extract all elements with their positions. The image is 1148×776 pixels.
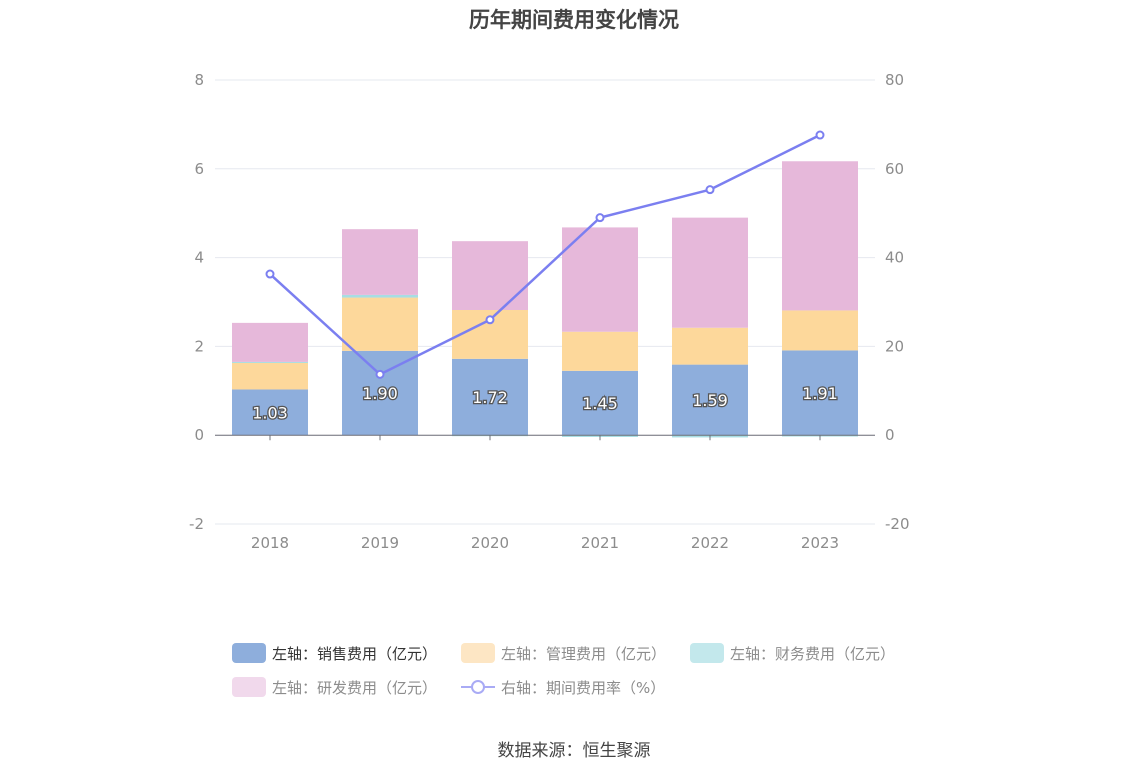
bar-data-label: 1.91: [802, 384, 838, 403]
bar-2018: [232, 322, 308, 362]
x-tick-label: 2020: [471, 534, 509, 552]
legend-label-finance: 左轴：财务费用（亿元）: [730, 644, 896, 663]
bar-data-label: 1.45: [582, 394, 618, 413]
bar-2023: [782, 161, 858, 311]
expense-rate-point: [265, 269, 275, 279]
legend-swatch-sales: [232, 643, 266, 663]
legend-item-rnd[interactable]: 左轴：研发费用（亿元）: [232, 677, 437, 698]
bar-data-label: 1.59: [692, 391, 728, 410]
legend-item-sales[interactable]: 左轴：销售费用（亿元）: [232, 643, 437, 664]
y-left-tick-label: 4: [194, 249, 204, 267]
x-tick-label: 2021: [581, 534, 619, 552]
y-right-tick-label: 60: [885, 160, 904, 178]
legend-label-admin: 左轴：管理费用（亿元）: [501, 644, 667, 663]
bar-2022: [672, 217, 748, 328]
x-tick-label: 2023: [801, 534, 839, 552]
y-left-tick-label: 8: [194, 71, 204, 89]
legend-item-expense-rate[interactable]: 右轴：期间费用率（%）: [461, 677, 665, 698]
bar-data-label: 1.03: [252, 403, 288, 422]
expense-rate-point: [595, 213, 605, 223]
bar-2019: [342, 294, 418, 298]
legend-item-finance[interactable]: 左轴：财务费用（亿元）: [690, 643, 895, 664]
bar-2023: [782, 310, 858, 351]
data-source-note: 数据来源：恒生聚源: [497, 741, 651, 761]
chart-legend: 左轴：销售费用（亿元） 左轴：管理费用（亿元） 左轴：财务费用（亿元） 左轴：研…: [232, 636, 952, 704]
chart-title: 历年期间费用变化情况: [469, 8, 679, 32]
bar-2022: [672, 327, 748, 365]
bar-2023: [782, 350, 858, 436]
legend-label-rnd: 左轴：研发费用（亿元）: [272, 678, 438, 697]
legend-label-expense-rate: 右轴：期间费用率（%）: [501, 678, 666, 697]
bar-2022: [672, 364, 748, 436]
y-left-tick-label: 0: [194, 426, 204, 444]
y-left-tick-label: 2: [194, 337, 204, 355]
bar-2020: [452, 241, 528, 310]
bar-2020: [452, 358, 528, 436]
y-right-tick-label: -20: [885, 515, 910, 533]
bar-2021: [562, 370, 638, 436]
y-right-tick-label: 20: [885, 337, 904, 355]
legend-row-1: 左轴：销售费用（亿元） 左轴：管理费用（亿元） 左轴：财务费用（亿元）: [232, 636, 952, 670]
expense-rate-point: [705, 185, 715, 195]
y-left-tick-label: -2: [189, 515, 204, 533]
y-right-tick-label: 80: [885, 71, 904, 89]
legend-swatch-admin: [461, 643, 496, 663]
legend-swatch-expense-rate: [461, 677, 496, 697]
y-right-tick-label: 40: [885, 249, 904, 267]
legend-swatch-rnd: [232, 677, 266, 697]
y-left-tick-label: 6: [194, 160, 204, 178]
bar-2019: [342, 229, 418, 295]
legend-item-admin[interactable]: 左轴：管理费用（亿元）: [461, 643, 666, 664]
legend-swatch-finance: [690, 643, 725, 663]
legend-row-2: 左轴：研发费用（亿元） 右轴：期间费用率（%）: [232, 670, 952, 704]
x-tick-label: 2019: [361, 534, 399, 552]
x-tick-label: 2022: [691, 534, 729, 552]
bar-data-label: 1.72: [472, 388, 508, 407]
bar-2021: [562, 227, 638, 332]
expense-rate-line: [269, 133, 821, 376]
bar-data-label: 1.90: [362, 384, 398, 403]
expense-rate-point: [485, 315, 495, 325]
x-tick-label: 2018: [251, 534, 289, 552]
bar-2018: [232, 362, 308, 390]
bar-2018: [232, 389, 308, 436]
bar-2019: [342, 350, 418, 436]
y-right-tick-label: 0: [885, 426, 895, 444]
expense-rate-point: [815, 130, 825, 140]
bar-2019: [342, 297, 418, 351]
expense-rate-point: [375, 369, 385, 379]
legend-label-sales: 左轴：销售费用（亿元）: [272, 644, 438, 663]
bar-2021: [562, 331, 638, 371]
bar-2018: [232, 361, 308, 363]
